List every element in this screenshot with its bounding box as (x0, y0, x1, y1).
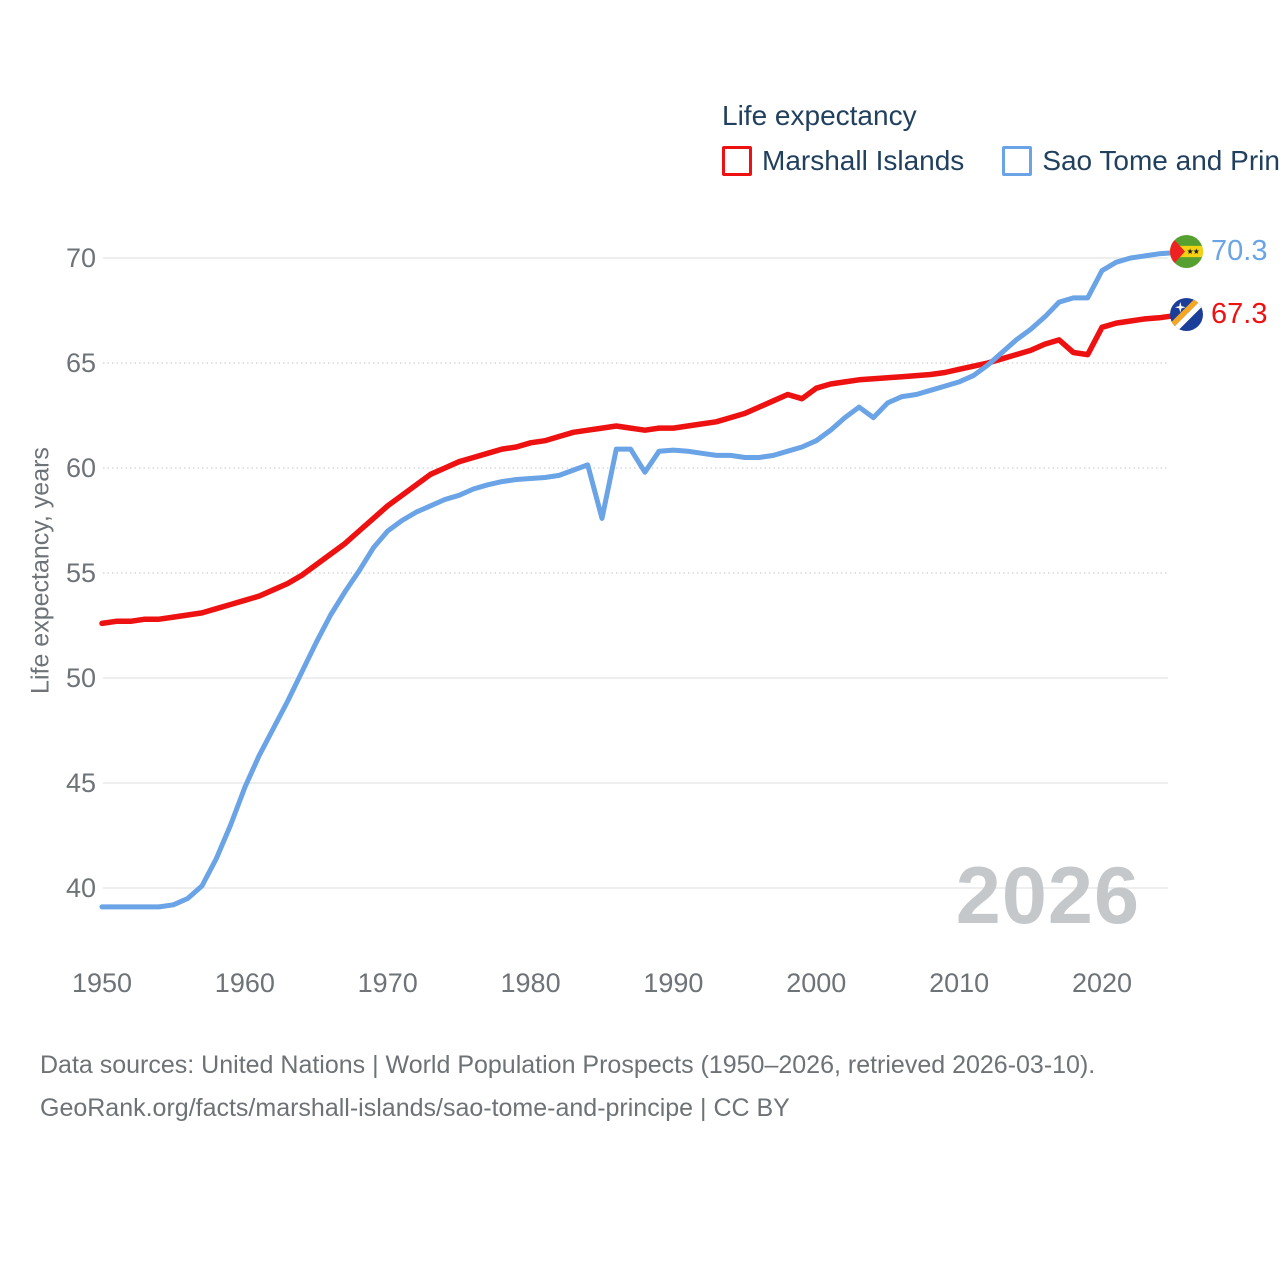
legend-label: Sao Tome and Principe (1042, 145, 1280, 176)
legend-item-marshall-islands[interactable]: Marshall Islands (722, 145, 964, 177)
sao-tome-and-principe-swatch-icon (1002, 146, 1033, 176)
source-attribution: Data sources: United Nations | World Pop… (40, 1044, 1095, 1130)
x-tick-label: 1970 (357, 968, 418, 998)
x-tick-label: 1990 (643, 968, 704, 998)
url-line: GeoRank.org/facts/marshall-islands/sao-t… (40, 1094, 790, 1122)
sao-tome-end-value: 70.3 (1211, 235, 1268, 268)
x-tick-label: 1980 (500, 968, 561, 998)
legend-items: Marshall Islands Sao Tome and Principe (722, 145, 1280, 177)
x-tick-label: 2020 (1071, 968, 1133, 998)
y-tick-label: 60 (65, 453, 96, 483)
data-source-line: Data sources: United Nations | World Pop… (40, 1051, 1096, 1079)
y-tick-label: 50 (65, 663, 96, 693)
x-tick-label: 2010 (929, 968, 990, 998)
y-tick-label: 55 (65, 558, 96, 588)
x-tick-label: 1950 (71, 968, 133, 998)
legend-item-sao-tome-and-principe[interactable]: Sao Tome and Principe (1002, 145, 1280, 177)
y-tick-label: 70 (65, 243, 96, 273)
series-line-marshall-islands[interactable] (99, 311, 1191, 627)
x-tick-label: 2000 (786, 968, 847, 998)
marshall-islands-swatch-icon (722, 146, 752, 176)
watermark-year: 2026 (955, 851, 1140, 941)
x-tick-label: 1960 (214, 968, 275, 998)
marshall-islands-flag-icon (1170, 298, 1203, 332)
marshall-islands-end-marker: 67.3 (1170, 298, 1268, 332)
marshall-islands-end-value: 67.3 (1211, 298, 1268, 331)
legend: Life expectancy Marshall Islands Sao Tom… (722, 100, 1280, 177)
sao-tome-and-principe-flag-icon (1170, 235, 1203, 269)
y-tick-label: 40 (65, 873, 96, 903)
sao-tome-end-marker: 70.3 (1170, 235, 1268, 269)
series-line-sao-tome-and-principe[interactable] (99, 249, 1191, 910)
legend-title: Life expectancy (722, 100, 917, 131)
y-tick-label: 45 (65, 768, 96, 798)
legend-label: Marshall Islands (762, 145, 965, 176)
y-tick-label: 65 (65, 348, 96, 378)
